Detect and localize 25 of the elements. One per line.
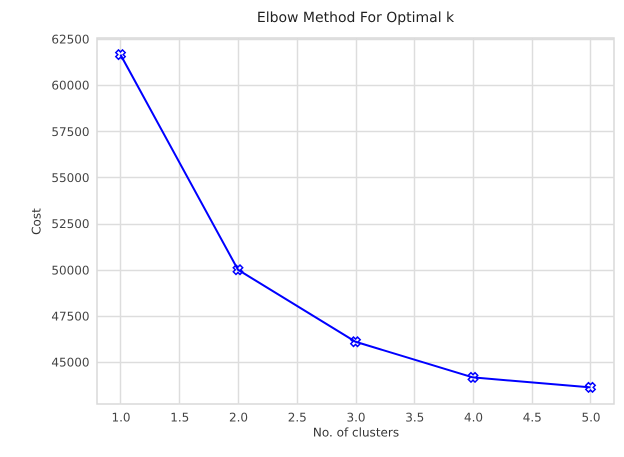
y-tick-label: 45000 <box>51 356 90 370</box>
y-tick-label: 55000 <box>51 170 90 185</box>
y-tick-label: 57500 <box>51 124 90 139</box>
chart-title: Elbow Method For Optimal k <box>256 10 456 26</box>
point <box>468 372 478 383</box>
point <box>232 264 244 276</box>
x-tick-label: 4.5 <box>522 410 542 424</box>
y-tick-label: 60000 <box>51 78 90 93</box>
x-tick-label: 1.0 <box>111 410 131 424</box>
point <box>585 382 596 393</box>
y-tick-label: 50000 <box>51 263 90 278</box>
y-axis-title: Cost <box>29 208 44 235</box>
x-tick-label: 1.5 <box>170 410 190 424</box>
point <box>115 49 126 60</box>
x-tick-label: 5.0 <box>581 410 601 424</box>
x-tick-label: 3.5 <box>405 410 424 424</box>
y-tick-label: 62500 <box>51 32 90 46</box>
x-tick-label: 3.0 <box>346 410 366 424</box>
x-axis-title: No. of clusters <box>312 426 400 440</box>
point <box>350 336 361 348</box>
x-tick-label: 2.5 <box>288 410 307 424</box>
y-tick-label: 47500 <box>51 309 90 324</box>
x-tick-label: 2.0 <box>228 410 248 424</box>
x-tick-label: 4.0 <box>464 410 484 424</box>
y-tick-label: 52500 <box>51 217 90 232</box>
